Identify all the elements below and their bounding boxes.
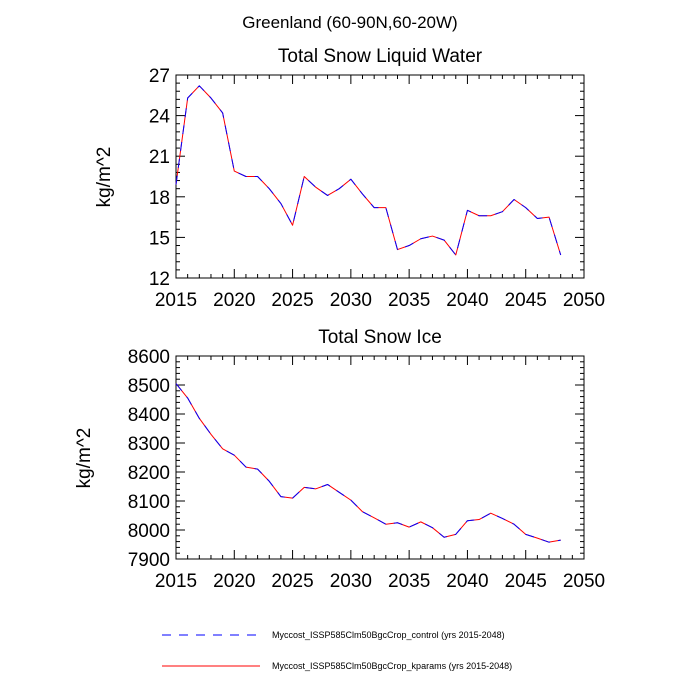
plot-frame [175, 355, 585, 560]
x-tick-label: 2040 [446, 290, 488, 311]
x-tick-label: 2045 [505, 571, 547, 592]
y-tick-label: 12 [149, 269, 170, 290]
x-tick-label: 2025 [271, 571, 313, 592]
y-tick-label: 15 [149, 228, 170, 249]
panel-title: Total Snow Ice [318, 327, 442, 348]
figure-suptitle: Greenland (60-90N,60-20W) [242, 13, 457, 32]
plot-frame [175, 74, 585, 279]
x-tick-label: 2030 [330, 571, 372, 592]
legend-label-kparams: Myccost_ISSP585Clm50BgcCrop_kparams (yrs… [272, 661, 512, 671]
y-tick-label: 8400 [128, 405, 170, 426]
legend-label-control: Myccost_ISSP585Clm50BgcCrop_control (yrs… [272, 630, 505, 640]
axes: 2015 2020 2025 2030 2035 2040 2045 2050 7900 8000… [128, 347, 605, 592]
y-tick-label: 8600 [128, 347, 170, 368]
x-tick-label: 2015 [155, 571, 197, 592]
x-tick-label: 2050 [563, 290, 605, 311]
panel-snow-liquid-water: Total Snow Liquid Water kg/m^2 2015 2020 2… [94, 46, 605, 311]
y-tick-label: 18 [149, 188, 170, 209]
y-tick-label: 21 [149, 147, 170, 168]
series-line-control [175, 383, 561, 543]
x-tick-label: 2050 [563, 571, 605, 592]
panel-snow-ice: Total Snow Ice kg/m^2 2015 2020 2025 2030 20… [74, 327, 605, 592]
x-tick-label: 2045 [505, 290, 547, 311]
plot-lines [175, 383, 561, 543]
panel-title: Total Snow Liquid Water [278, 46, 483, 67]
y-tick-label: 8100 [128, 492, 170, 513]
y-tick-label: 7900 [128, 550, 170, 571]
x-tick-label: 2035 [388, 571, 430, 592]
legend: Myccost_ISSP585Clm50BgcCrop_control (yrs… [162, 630, 512, 671]
x-tick-label: 2030 [330, 290, 372, 311]
axes: 2015 2020 2025 2030 2035 2040 2045 2050 12 15 18 21… [149, 66, 605, 311]
x-tick-label: 2025 [271, 290, 313, 311]
x-tick-label: 2040 [446, 571, 488, 592]
y-tick-label: 8500 [128, 376, 170, 397]
x-tick-label: 2020 [213, 290, 255, 311]
y-tick-label: 27 [149, 66, 170, 87]
y-axis-label: kg/m^2 [94, 147, 115, 208]
x-tick-label: 2020 [213, 571, 255, 592]
x-tick-label: 2035 [388, 290, 430, 311]
plot-lines [175, 85, 562, 256]
y-axis-label: kg/m^2 [74, 428, 95, 489]
y-tick-label: 8000 [128, 521, 170, 542]
y-tick-label: 8200 [128, 463, 170, 484]
y-tick-label: 24 [149, 107, 171, 128]
series-line-kparams [175, 85, 562, 256]
series-line-control [175, 85, 562, 256]
y-tick-label: 8300 [128, 434, 170, 455]
x-tick-label: 2015 [155, 290, 197, 311]
